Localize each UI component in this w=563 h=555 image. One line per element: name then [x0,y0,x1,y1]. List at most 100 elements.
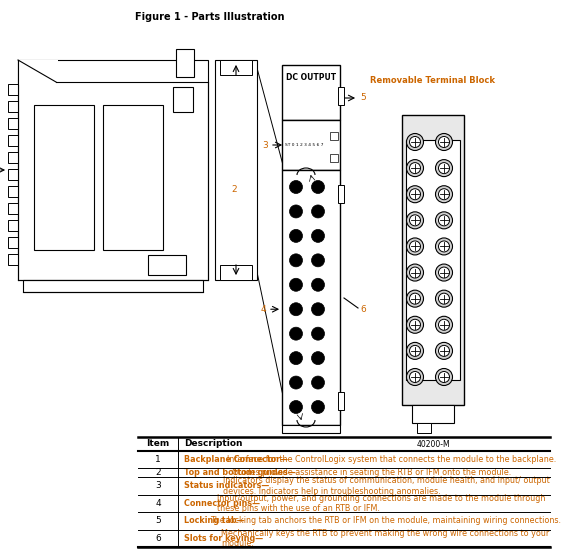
Text: Backplane Connector—: Backplane Connector— [184,455,288,464]
Text: ST 0 1 2 3 4 5 6 7: ST 0 1 2 3 4 5 6 7 [285,143,324,147]
Circle shape [436,212,453,229]
Circle shape [289,376,302,389]
Circle shape [289,327,302,340]
Text: 6: 6 [155,534,161,543]
Bar [8,220,18,231]
Circle shape [311,327,324,340]
Circle shape [436,186,453,203]
Circle shape [409,319,421,330]
Text: Mechanically keys the RTB to prevent making the wrong wire connections to your m: Mechanically keys the RTB to prevent mak… [221,528,549,548]
Bar [34,105,94,250]
Bar [8,118,18,129]
Text: Interface for the ControlLogix system that connects the module to the backplane.: Interface for the ControlLogix system th… [227,455,557,464]
Circle shape [311,401,324,413]
Circle shape [406,342,423,360]
Circle shape [409,137,421,148]
Bar [417,423,431,433]
Bar [103,105,163,250]
Circle shape [406,264,423,281]
Circle shape [436,160,453,176]
Bar [8,152,18,163]
Circle shape [311,352,324,365]
Circle shape [311,278,324,291]
Bar [173,87,193,112]
Bar [8,186,18,197]
Bar [406,140,460,380]
Circle shape [409,345,421,356]
Text: DC OUTPUT: DC OUTPUT [286,73,336,82]
Circle shape [289,302,302,316]
Circle shape [406,290,423,307]
Circle shape [436,134,453,150]
Circle shape [289,254,302,267]
Circle shape [439,215,449,226]
Text: 2: 2 [155,468,161,477]
Bar [282,120,340,170]
Bar [282,170,340,425]
Circle shape [439,267,449,278]
Text: Input/output, power, and grounding connections are made to the module through th: Input/output, power, and grounding conne… [217,493,545,513]
Circle shape [439,293,449,304]
Text: Description: Description [184,440,243,448]
Circle shape [436,316,453,334]
Circle shape [409,293,421,304]
Bar [18,60,58,85]
Circle shape [289,401,302,413]
Circle shape [406,212,423,229]
Bar [23,280,203,292]
Text: 1: 1 [155,455,161,464]
Circle shape [436,342,453,360]
Circle shape [439,345,449,356]
Circle shape [311,376,324,389]
Circle shape [436,290,453,307]
Circle shape [406,134,423,150]
Circle shape [289,352,302,365]
Text: Figure 1 - Parts Illustration: Figure 1 - Parts Illustration [135,12,285,22]
Circle shape [439,137,449,148]
Bar [330,154,338,162]
Text: The locking tab anchors the RTB or IFM on the module, maintaining wiring connect: The locking tab anchors the RTB or IFM o… [210,516,561,526]
Bar [330,132,338,140]
Text: Indicators display the status of communication, module health, and input/ output: Indicators display the status of communi… [223,476,550,496]
Text: 3: 3 [155,481,161,491]
Bar [338,185,344,203]
Bar [220,60,252,75]
Bar [8,203,18,214]
Text: Item: Item [146,440,169,448]
Text: Slots for keying—: Slots for keying— [184,534,263,543]
Bar [8,169,18,180]
Text: Removable Terminal Block: Removable Terminal Block [370,76,495,85]
Text: Connector pins—: Connector pins— [184,499,260,508]
Text: 3: 3 [262,140,268,149]
Bar [338,392,344,410]
Bar [338,87,344,105]
Bar [148,255,186,275]
Bar [282,65,340,120]
Bar [8,135,18,146]
Circle shape [439,241,449,252]
Bar [412,405,454,423]
Circle shape [406,238,423,255]
Text: Status indicators—: Status indicators— [184,481,269,491]
Circle shape [406,369,423,386]
Circle shape [406,316,423,334]
Text: 6: 6 [360,305,366,315]
Circle shape [311,180,324,194]
Bar [176,49,194,77]
Text: Top and bottom guides—: Top and bottom guides— [184,468,296,477]
Circle shape [409,267,421,278]
Bar [8,84,18,95]
Circle shape [409,371,421,382]
Bar [8,237,18,248]
Circle shape [439,371,449,382]
Bar [215,60,257,280]
Text: 2: 2 [231,185,237,194]
Bar [402,115,464,405]
Circle shape [289,180,302,194]
Text: Guides provide assistance in seating the RTB or IFM onto the module.: Guides provide assistance in seating the… [232,468,511,477]
Text: 5: 5 [360,93,366,103]
Bar [8,101,18,112]
Circle shape [311,229,324,243]
Text: 4: 4 [260,305,266,314]
Text: 4: 4 [155,499,161,508]
